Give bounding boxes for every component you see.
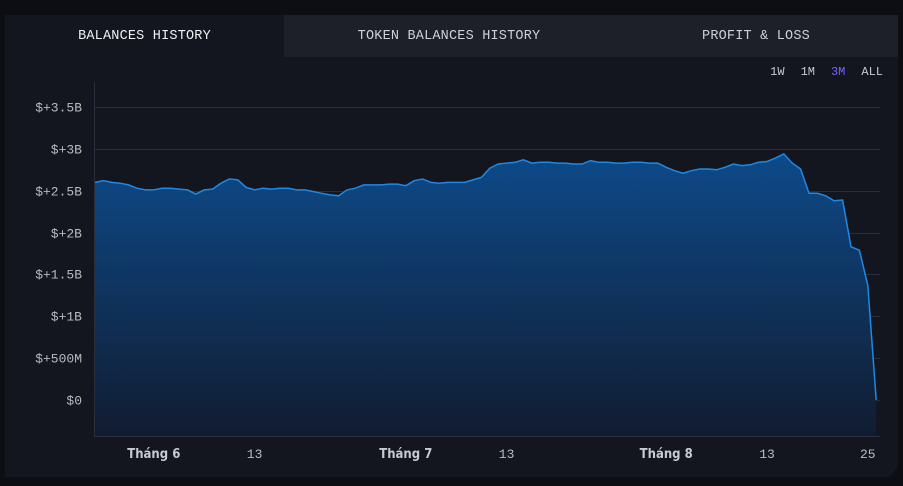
y-tick-label: $0 — [66, 394, 82, 409]
y-tick-label: $+500M — [35, 352, 82, 367]
y-tick-label: $+1.5B — [35, 268, 82, 283]
range-all-button[interactable]: ALL — [861, 65, 883, 79]
x-tick-label: 13 — [499, 447, 515, 462]
tab-token-balances-history[interactable]: TOKEN BALANCES HISTORY — [284, 15, 614, 57]
range-selector: 1W 1M 3M ALL — [770, 65, 883, 79]
x-tick-label: Tháng 8 — [640, 447, 693, 462]
x-tick-label: 13 — [759, 447, 775, 462]
y-tick-label: $+1B — [51, 310, 82, 325]
range-3m-button[interactable]: 3M — [830, 65, 846, 79]
y-tick-label: $+3B — [51, 143, 82, 158]
tab-profit-loss[interactable]: PROFIT & LOSS — [614, 15, 898, 57]
y-tick-label: $+2B — [51, 227, 82, 242]
y-tick-label: $+3.5B — [35, 101, 82, 116]
balance-line — [94, 152, 877, 401]
tab-balances-history[interactable]: BALANCES HISTORY — [5, 15, 284, 57]
tab-bar: BALANCES HISTORY TOKEN BALANCES HISTORY … — [5, 15, 898, 57]
x-tick-label: 25 — [860, 447, 876, 462]
x-tick-label: 13 — [247, 447, 263, 462]
balance-area — [95, 153, 877, 436]
y-tick-label: $+2.5B — [35, 185, 82, 200]
x-tick-label: Tháng 7 — [379, 447, 432, 462]
range-1w-button[interactable]: 1W — [770, 65, 785, 79]
range-1m-button[interactable]: 1M — [800, 65, 815, 79]
x-tick-label: Tháng 6 — [127, 447, 180, 462]
